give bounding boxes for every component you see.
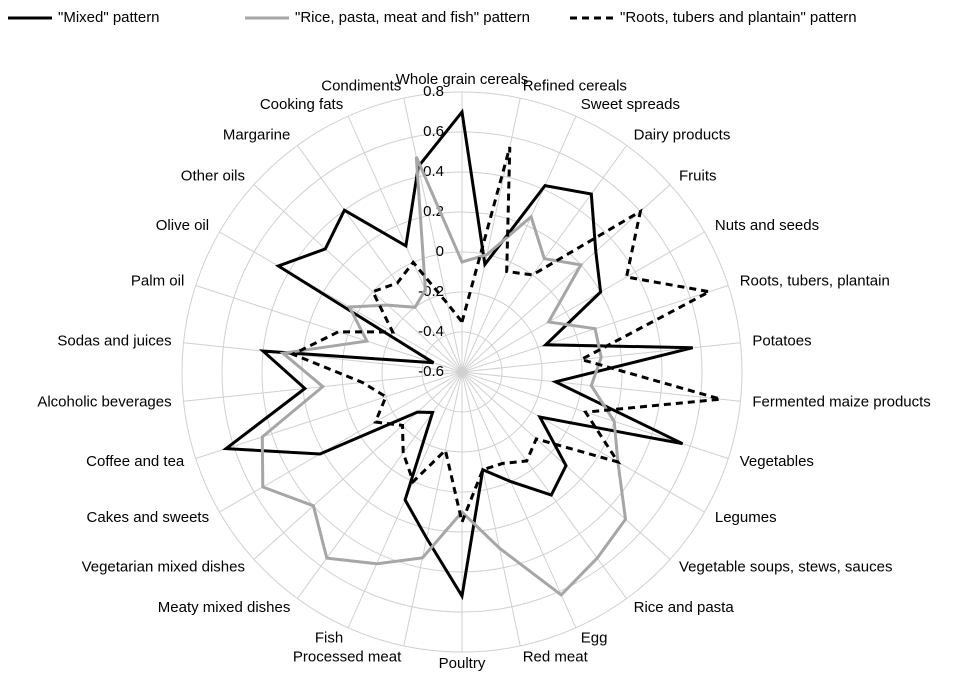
- spoke: [219, 231, 463, 373]
- spoke: [253, 371, 463, 560]
- spoke: [195, 371, 463, 460]
- spoke: [219, 371, 463, 513]
- r-tick-label: 0.8: [423, 83, 444, 100]
- spoke: [461, 371, 521, 646]
- category-label: Vegetables: [740, 453, 814, 470]
- category-label: Margarine: [223, 127, 291, 144]
- spoke: [461, 98, 521, 373]
- category-label: Sweet spreads: [581, 96, 680, 113]
- category-label: Egg: [581, 630, 608, 647]
- category-label: Fish: [315, 630, 343, 647]
- category-label: Olive oil: [156, 217, 209, 234]
- category-label: Fermented maize products: [752, 393, 930, 410]
- category-label: Fruits: [679, 168, 717, 185]
- spoke: [403, 98, 463, 373]
- category-label: Roots, tubers, plantain: [740, 273, 890, 290]
- r-tick-label: -0.6: [418, 363, 444, 380]
- legend-label: "Rice, pasta, meat and fish" pattern: [295, 9, 530, 26]
- category-label: Meaty mixed dishes: [158, 599, 291, 616]
- category-label: Red meat: [523, 649, 589, 666]
- spoke: [461, 231, 705, 373]
- category-label: Nuts and seeds: [715, 217, 819, 234]
- spoke: [297, 145, 463, 373]
- spoke: [461, 371, 705, 513]
- category-label: Cakes and sweets: [87, 509, 210, 526]
- r-tick-label: 0.4: [423, 163, 444, 180]
- spoke: [461, 371, 577, 628]
- category-label: Dairy products: [634, 127, 731, 144]
- r-tick-label: 0: [436, 243, 444, 260]
- category-label: Processed meat: [293, 649, 402, 666]
- spoke: [461, 116, 577, 373]
- series-line: [221, 108, 694, 601]
- legend-label: "Mixed" pattern: [58, 9, 160, 26]
- r-tick-label: 0.6: [423, 123, 444, 140]
- category-label: Alcoholic beverages: [37, 393, 171, 410]
- spoke: [253, 184, 463, 373]
- category-label: Coffee and tea: [86, 453, 185, 470]
- spoke: [297, 371, 463, 599]
- r-tick-label: -0.4: [418, 323, 444, 340]
- category-label: Whole grain cereals: [396, 71, 529, 88]
- category-label: Potatoes: [752, 332, 811, 349]
- spoke: [195, 284, 463, 373]
- category-label: Palm oil: [131, 273, 184, 290]
- spoke: [403, 371, 463, 646]
- category-label: Cooking fats: [260, 96, 343, 113]
- legend-label: "Roots, tubers and plantain" pattern: [620, 9, 857, 26]
- category-label: Poultry: [439, 655, 486, 672]
- category-label: Condiments: [321, 77, 401, 94]
- category-label: Legumes: [715, 509, 777, 526]
- series-line: [260, 156, 628, 597]
- spoke: [461, 371, 729, 460]
- category-label: Rice and pasta: [634, 599, 735, 616]
- spoke: [461, 371, 741, 402]
- spoke: [183, 342, 463, 373]
- series-line: [289, 146, 722, 528]
- category-label: Vegetable soups, stews, sauces: [679, 558, 892, 575]
- category-label: Refined cereals: [523, 77, 627, 94]
- spoke: [461, 371, 627, 599]
- category-label: Sodas and juices: [57, 332, 171, 349]
- category-label: Vegetarian mixed dishes: [82, 558, 245, 575]
- category-label: Other oils: [181, 168, 245, 185]
